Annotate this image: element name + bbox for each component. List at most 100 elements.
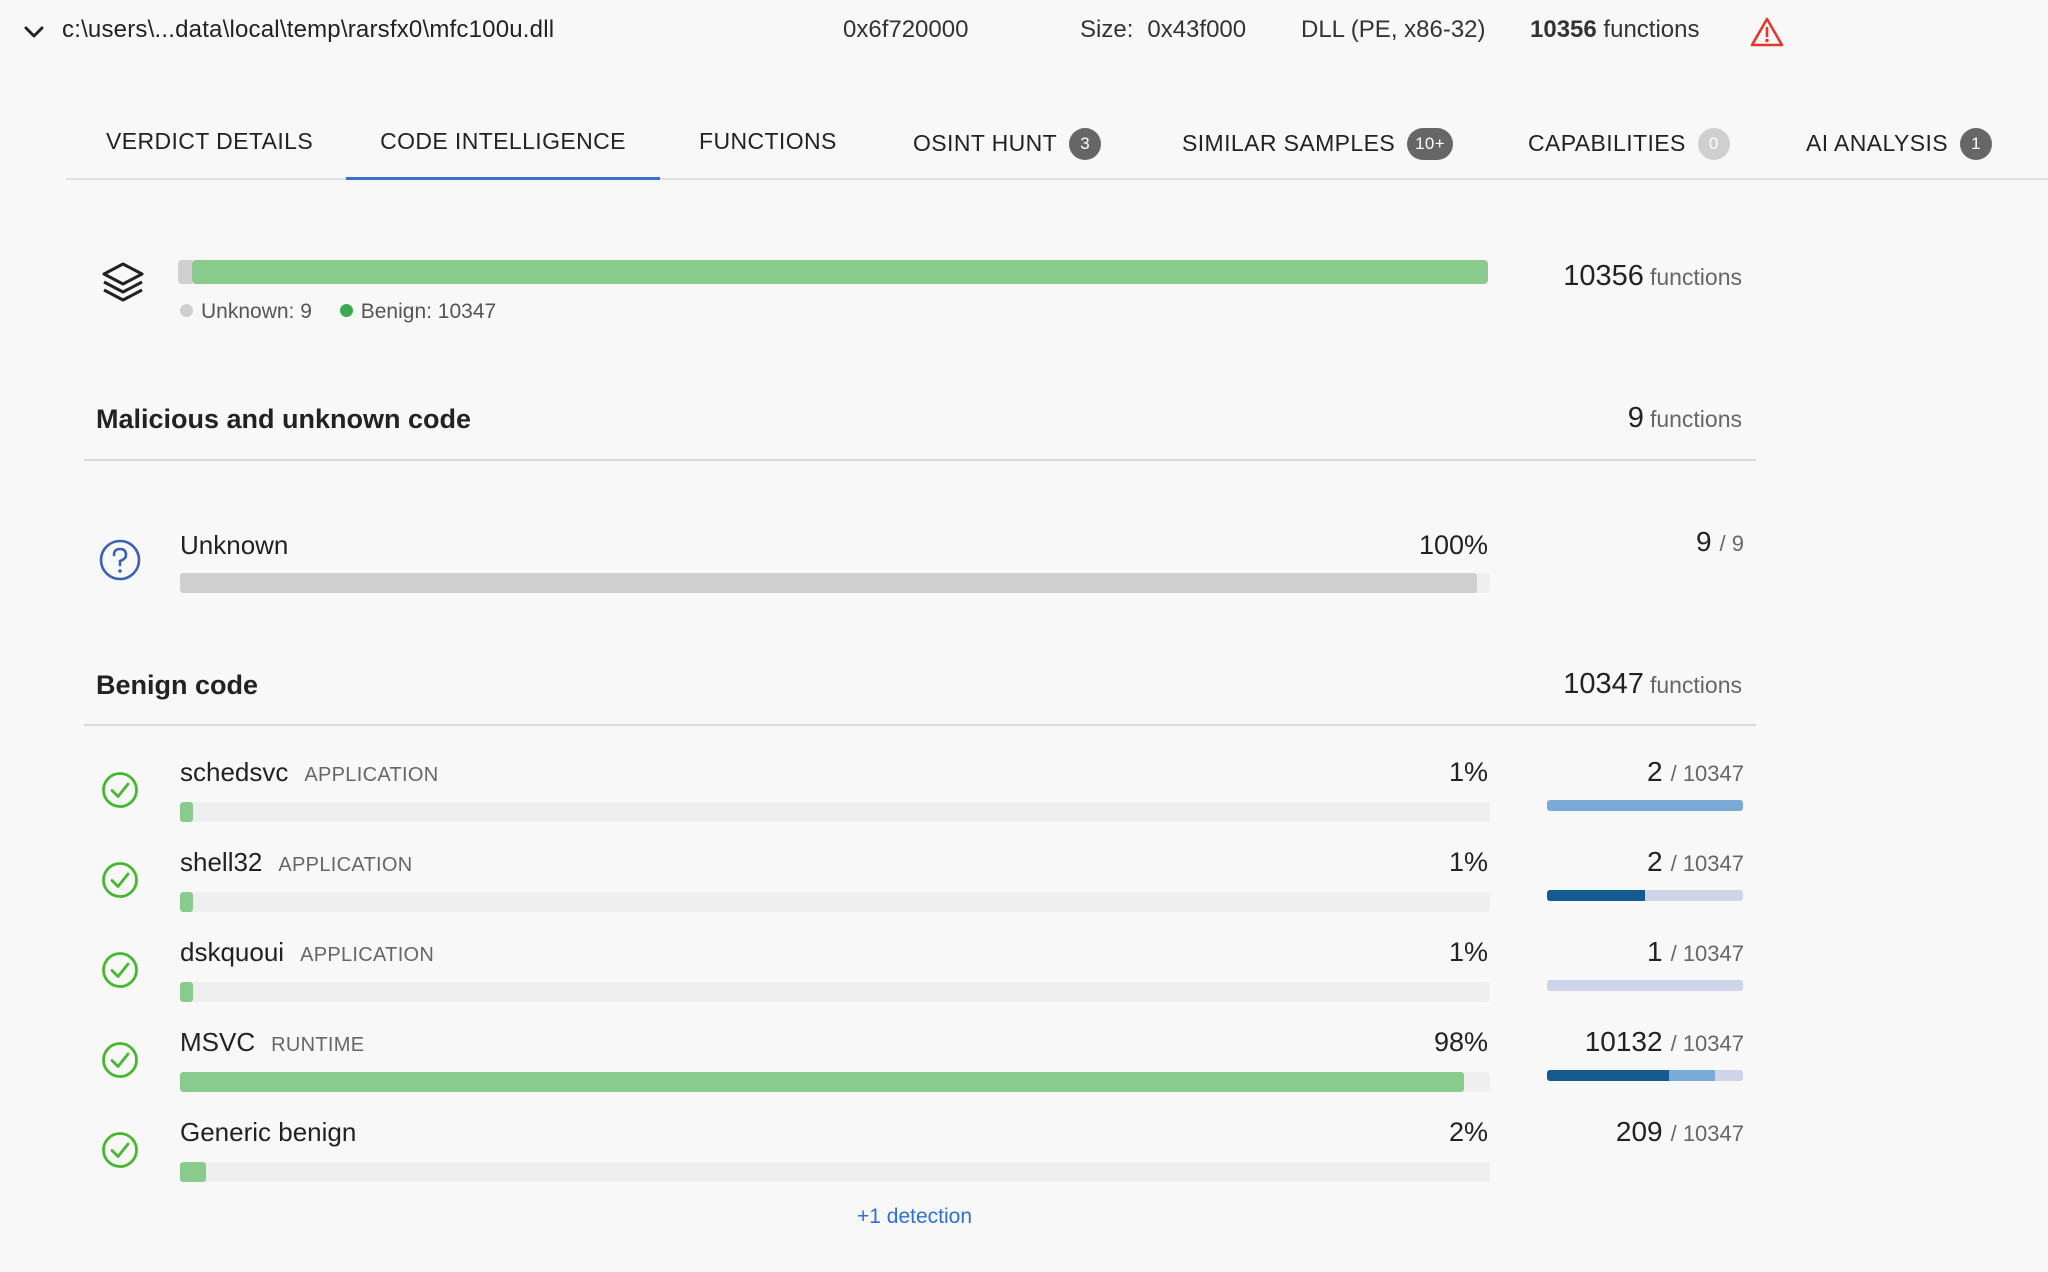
size-label: Size: (1080, 16, 1134, 43)
distribution-segment (1669, 1070, 1715, 1081)
legend-benign: Benign: 10347 (339, 300, 497, 323)
section-divider (84, 459, 1756, 461)
tab-similar-samples[interactable]: SIMILAR SAMPLES 10+ (1182, 128, 1454, 180)
row-name-msvc: MSVC RUNTIME (180, 1027, 364, 1058)
check-circle-icon (102, 1042, 138, 1078)
row-count: 9 (1695, 526, 1712, 557)
tab-ai-analysis[interactable]: AI ANALYSIS 1 (1806, 128, 1993, 180)
row-total: / 9 (1719, 531, 1744, 556)
row-total: / 10347 (1670, 851, 1744, 876)
row-bar-shell32 (180, 892, 1490, 912)
row-category: RUNTIME (271, 1034, 365, 1056)
row-ratio-schedsvc: 2 / 10347 (1647, 756, 1744, 788)
benign-segment (192, 260, 1488, 284)
tab-label: OSINT HUNT (913, 130, 1058, 156)
distribution-bar (1547, 890, 1743, 901)
section-count-unit: functions (1649, 672, 1742, 698)
tab-capabilities[interactable]: CAPABILITIES 0 (1528, 128, 1730, 180)
check-circle-icon (102, 772, 138, 808)
row-percent-msvc: 98% (1433, 1027, 1488, 1057)
row-total: / 10347 (1670, 941, 1744, 966)
legend-benign-label: Benign: 10347 (360, 300, 497, 323)
row-percent-schedsvc: 1% (1448, 757, 1488, 787)
benign-dot (339, 304, 353, 317)
row-total: / 10347 (1670, 1031, 1744, 1056)
tab-osint-hunt[interactable]: OSINT HUNT 3 (913, 128, 1102, 180)
tab-label: CODE INTELLIGENCE (380, 128, 626, 154)
row-name-schedsvc: schedsvc APPLICATION (180, 757, 438, 788)
functions-summary-bar (178, 260, 1488, 284)
row-bar-fill (180, 982, 194, 1002)
legend-unknown: Unknown: 9 (180, 300, 312, 323)
section-divider (84, 724, 1756, 726)
section-count-number: 10347 (1563, 668, 1644, 700)
layers-icon (102, 262, 144, 302)
tab-verdict-details[interactable]: VERDICT DETAILS (106, 128, 313, 180)
tab-code-intelligence[interactable]: CODE INTELLIGENCE (346, 128, 660, 180)
tab-badge: 3 (1069, 128, 1102, 160)
check-circle-icon (102, 952, 138, 988)
warning-triangle-icon (1750, 17, 1784, 47)
row-total: / 10347 (1670, 1121, 1744, 1146)
unknown-segment (178, 260, 192, 284)
row-percent-generic-benign: 2% (1448, 1117, 1488, 1147)
row-bar-fill (180, 1162, 207, 1182)
distribution-bar (1547, 1070, 1743, 1081)
row-count: 10132 (1584, 1026, 1663, 1057)
section-count-benign: 10347 functions (1563, 668, 1742, 701)
row-bar-unknown (180, 573, 1490, 593)
check-circle-icon (102, 1132, 138, 1168)
file-type: DLL (PE, x86-32) (1301, 16, 1486, 43)
row-count: 2 (1647, 846, 1663, 877)
row-percent-unknown: 100% (1418, 530, 1488, 560)
tab-functions[interactable]: FUNCTIONS (699, 128, 837, 180)
row-count: 209 (1615, 1116, 1663, 1147)
distribution-bar (1547, 800, 1743, 811)
row-category: APPLICATION (304, 764, 439, 786)
tab-label: AI ANALYSIS (1806, 130, 1949, 156)
row-name-dskquoui: dskquoui APPLICATION (180, 937, 434, 968)
row-label: schedsvc (180, 757, 289, 787)
row-bar-generic-benign (180, 1162, 1490, 1182)
function-count: 10356 functions (1530, 16, 1699, 44)
tab-label: SIMILAR SAMPLES (1182, 130, 1396, 156)
section-count-malicious: 9 functions (1628, 402, 1742, 435)
row-bar-fill (180, 892, 194, 912)
summary-legend: Unknown: 9 Benign: 10347 (180, 300, 518, 324)
file-path: c:\users\...data\local\temp\rarsfx0\mfc1… (62, 16, 555, 43)
row-category: APPLICATION (278, 854, 413, 876)
row-ratio-unknown: 9 / 9 (1696, 526, 1744, 558)
row-bar-schedsvc (180, 802, 1490, 822)
row-name-generic-benign: Generic benign (180, 1117, 356, 1148)
chevron-down-icon[interactable] (20, 18, 48, 46)
size-value: 0x43f000 (1147, 16, 1247, 43)
row-name-unknown: Unknown (180, 530, 289, 560)
total-unit: functions (1649, 264, 1742, 290)
row-count: 2 (1647, 756, 1663, 787)
row-count: 1 (1647, 936, 1663, 967)
row-label: MSVC (180, 1027, 256, 1057)
row-ratio-shell32: 2 / 10347 (1647, 846, 1744, 878)
tab-badge: 10+ (1407, 128, 1454, 160)
row-ratio-generic-benign: 209 / 10347 (1616, 1116, 1744, 1148)
tab-badge: 0 (1697, 128, 1730, 160)
tab-label: CAPABILITIES (1528, 130, 1686, 156)
distribution-segment (1547, 890, 1645, 901)
row-bar-fill (180, 802, 194, 822)
row-ratio-msvc: 10132 / 10347 (1585, 1026, 1744, 1058)
section-title-benign: Benign code (96, 670, 259, 700)
distribution-bar (1547, 980, 1743, 991)
row-label: shell32 (180, 847, 263, 877)
row-total: / 10347 (1670, 761, 1744, 786)
file-header: c:\users\...data\local\temp\rarsfx0\mfc1… (0, 0, 2048, 66)
more-detections-link[interactable]: +1 detection (857, 1205, 973, 1228)
tab-label: FUNCTIONS (699, 128, 837, 154)
section-count-unit: functions (1649, 406, 1742, 432)
row-percent-dskquoui: 1% (1448, 937, 1488, 967)
legend-unknown-label: Unknown: 9 (201, 300, 312, 323)
tab-badge: 1 (1960, 128, 1993, 160)
row-bar-fill (180, 1072, 1464, 1092)
tab-bar: VERDICT DETAILS CODE INTELLIGENCE FUNCTI… (66, 110, 2048, 180)
section-count-number: 9 (1627, 402, 1644, 434)
row-label: Generic benign (180, 1117, 357, 1147)
